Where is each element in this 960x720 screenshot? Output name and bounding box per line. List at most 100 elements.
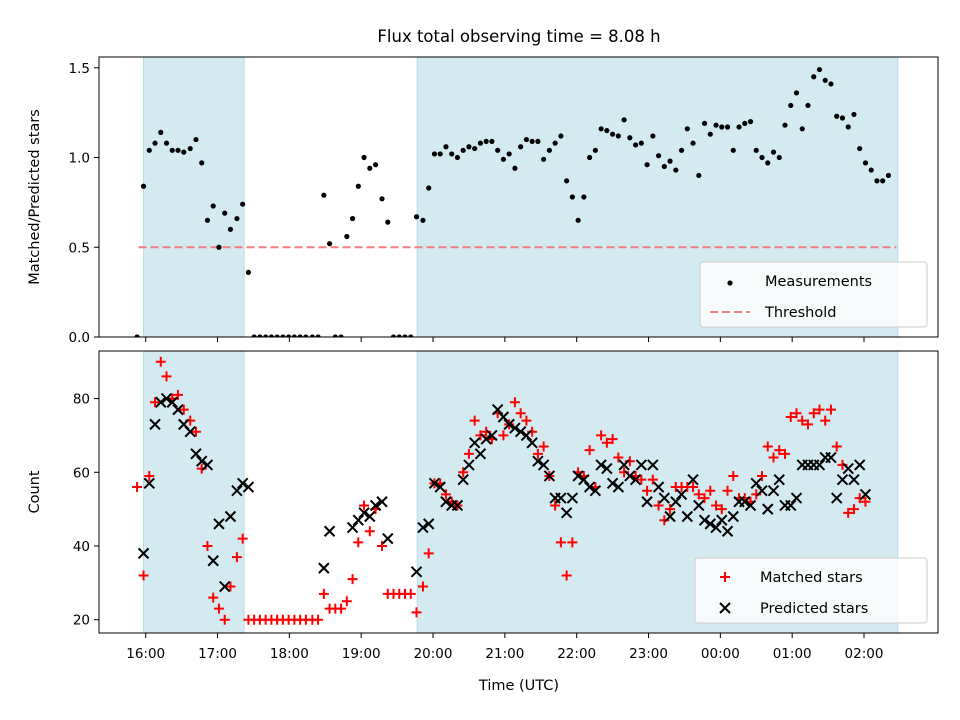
- predicted-star-point: [687, 473, 699, 486]
- matched-star-point: [341, 596, 352, 607]
- measurement-point: [222, 210, 228, 216]
- y-tick-label: 0.0: [69, 330, 90, 346]
- measurement-point: [420, 217, 426, 223]
- measurement-point: [724, 124, 731, 130]
- matched-star-point: [509, 397, 520, 408]
- x-tick-label: 01:00: [773, 646, 812, 662]
- predicted-star-point: [323, 525, 336, 537]
- measurement-point: [204, 217, 211, 223]
- matched-star-point: [567, 537, 578, 548]
- x-axis-label: Time (UTC): [478, 678, 559, 694]
- measurement-point: [650, 133, 656, 139]
- measurement-point: [454, 154, 461, 161]
- measurement-point: [349, 215, 356, 222]
- measurement-point: [431, 151, 438, 157]
- measurement-point: [286, 334, 292, 337]
- predicted-star-point: [721, 525, 734, 537]
- predicted-star-point: [727, 510, 739, 523]
- measurement-point: [822, 77, 828, 83]
- predicted-star-point: [744, 499, 757, 512]
- measurement-point: [678, 147, 685, 153]
- predicted-star-point: [190, 448, 202, 460]
- predicted-star-point: [848, 473, 860, 486]
- measurement-point: [489, 138, 495, 144]
- measurement-point: [240, 201, 246, 207]
- predicted-star-point: [497, 411, 510, 423]
- measurement-point: [227, 226, 234, 232]
- measurement-point: [274, 334, 280, 337]
- measurement-point: [701, 120, 708, 127]
- measurement-point: [839, 115, 846, 121]
- measurement-point: [880, 178, 886, 184]
- matched-star-point: [190, 426, 201, 437]
- predicted-star-point: [532, 455, 544, 467]
- measurement-point: [187, 145, 193, 152]
- measurement-point: [257, 334, 263, 337]
- predicted-star-point: [213, 518, 225, 530]
- matched-star-point: [716, 504, 727, 515]
- measurement-point: [367, 165, 373, 171]
- matched-star-point: [219, 614, 230, 625]
- predicted-star-point: [813, 459, 826, 471]
- measurement-point: [512, 165, 518, 171]
- measurement-point: [713, 122, 719, 128]
- predicted-star-point: [606, 477, 619, 490]
- measurement-point: [828, 81, 834, 87]
- measurement-point: [426, 185, 432, 191]
- measurement-point: [268, 334, 274, 337]
- predicted-star-point: [155, 396, 167, 408]
- count-panel: 20 40 60 80 16:00 17:00 18:00 19:00 20:00 21:00 22…: [27, 350, 939, 662]
- matched-star-point: [820, 415, 831, 426]
- measurement-point: [408, 334, 414, 337]
- predicted-star-point: [773, 473, 785, 486]
- measurement-point: [199, 160, 205, 166]
- predicted-star-point: [831, 492, 843, 504]
- x-tick-label: 21:00: [485, 646, 524, 662]
- matched-star-point: [728, 470, 739, 481]
- measurement-point: [158, 129, 164, 135]
- predicted-star-point: [463, 459, 475, 471]
- measurement-point: [604, 127, 610, 134]
- axes-frame: [98, 350, 939, 634]
- matched-star-point: [561, 570, 572, 581]
- legend-box: [694, 557, 928, 624]
- measurement-point: [621, 117, 627, 123]
- predicted-star-point: [704, 518, 716, 530]
- matched-star-point: [831, 441, 842, 452]
- matched-star-point: [762, 441, 773, 452]
- matched-star-point: [178, 404, 189, 415]
- predicted-star-point: [160, 392, 173, 405]
- measurement-point: [569, 194, 575, 200]
- predicted-star-point: [578, 473, 590, 486]
- measurement-point: [216, 244, 222, 250]
- legend-measurement-swatch: [727, 280, 733, 286]
- measurement-point: [251, 334, 257, 337]
- measurement-point: [793, 90, 800, 96]
- predicted-star-point: [543, 470, 556, 482]
- matched-star-point: [208, 592, 219, 603]
- predicted-star-point: [601, 462, 613, 475]
- y-tick-label: 0.5: [69, 240, 90, 256]
- predicted-star-point: [417, 521, 429, 534]
- legend: Measurements Threshold: [699, 261, 928, 328]
- measurement-point: [175, 147, 181, 153]
- measurement-point: [379, 196, 385, 202]
- measurement-point: [460, 147, 466, 153]
- measurement-point: [730, 147, 736, 153]
- x-tick-label: 17:00: [198, 646, 237, 662]
- matched-star-point: [757, 470, 768, 481]
- y-axis-label: Count: [27, 470, 43, 513]
- predicted-star-point: [440, 496, 452, 508]
- measurement-point: [385, 219, 391, 225]
- predicted-star-point: [681, 510, 694, 523]
- predicted-star-point: [716, 514, 728, 526]
- matched-star-point: [155, 356, 166, 367]
- measurement-point: [857, 145, 863, 152]
- predicted-star-point: [853, 459, 866, 471]
- matched-star-point: [347, 574, 358, 585]
- matched-star-point: [532, 448, 543, 459]
- measurement-point: [874, 178, 880, 184]
- measurement-point: [575, 217, 581, 223]
- matched-star-point: [173, 389, 184, 400]
- matched-star-point: [202, 541, 213, 552]
